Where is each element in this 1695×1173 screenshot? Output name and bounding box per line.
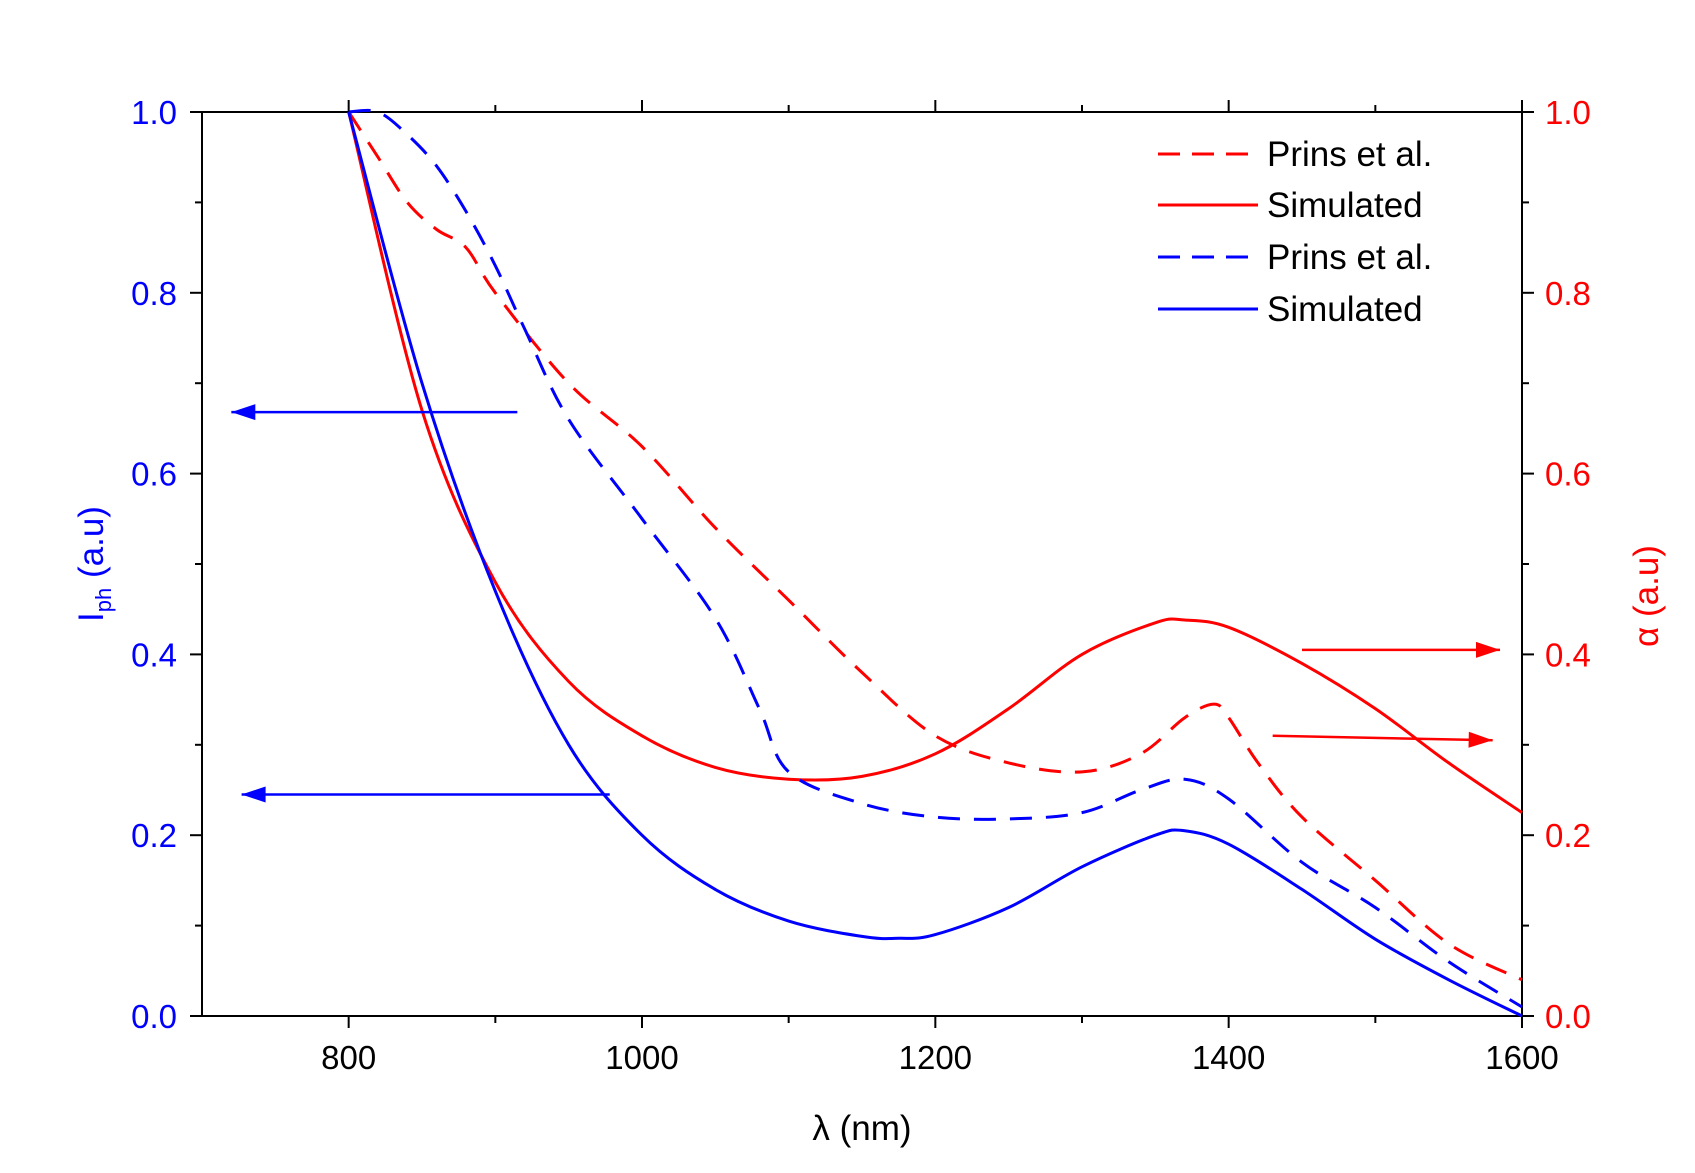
series-line-red-solid [347,111,1523,814]
left-y-tick-label: 0.6 [131,456,177,493]
left-y-tick-label: 0.8 [131,275,177,312]
right-y-axis-title: α (a.u) [1627,545,1666,647]
x-axis-title: λ (nm) [812,1109,911,1148]
right-y-tick-label: 0.0 [1545,998,1591,1035]
x-tick-label: 1400 [1192,1039,1265,1076]
left-y-tick-label: 0.0 [131,998,177,1035]
series-line-blue-dashed [348,108,1523,1009]
x-tick-label: 1000 [605,1039,678,1076]
series-line-blue-solid [347,111,1523,1018]
annotation-arrowhead [231,404,256,421]
x-tick-label: 800 [321,1039,376,1076]
annotation-arrowhead [1476,641,1500,658]
series-layer [347,108,1523,1018]
x-tick-label: 1600 [1485,1039,1558,1076]
right-y-tick-label: 0.8 [1545,275,1591,312]
left-y-axis-title-rest: (a.u) [72,506,111,588]
annotation-arrows [231,404,1500,803]
legend-label: Prins et al. [1267,135,1432,174]
annotation-arrow-line [1272,734,1493,742]
right-y-tick-label: 0.4 [1545,636,1591,673]
annotation-arrowhead [1468,731,1493,748]
left-y-tick-label: 1.0 [131,94,177,131]
annotation-arrowhead [241,786,266,803]
legend: Prins et al. Simulated Prins et al. Simu… [1158,135,1432,329]
right-y-tick-label: 1.0 [1545,94,1591,131]
left-y-tick-label: 0.4 [131,636,177,673]
right-y-tick-label: 0.2 [1545,817,1591,854]
legend-label: Simulated [1267,186,1423,225]
right-y-tick-label: 0.6 [1545,456,1591,493]
x-tick-label: 1200 [899,1039,972,1076]
series-line-red-dashed [347,111,1523,982]
legend-label: Prins et al. [1267,238,1432,277]
left-y-axis-title-sub: ph [91,588,116,612]
legend-label: Simulated [1267,290,1423,329]
tick-marks: 800 1000 1200 1400 1600 0.0 0.0 0.2 0.2 0.4 0.4 0.6… [131,94,1591,1076]
left-y-tick-label: 0.2 [131,817,177,854]
left-y-axis-title: Iph (a.u) [72,506,116,622]
left-y-axis-title-main: I [72,612,111,622]
